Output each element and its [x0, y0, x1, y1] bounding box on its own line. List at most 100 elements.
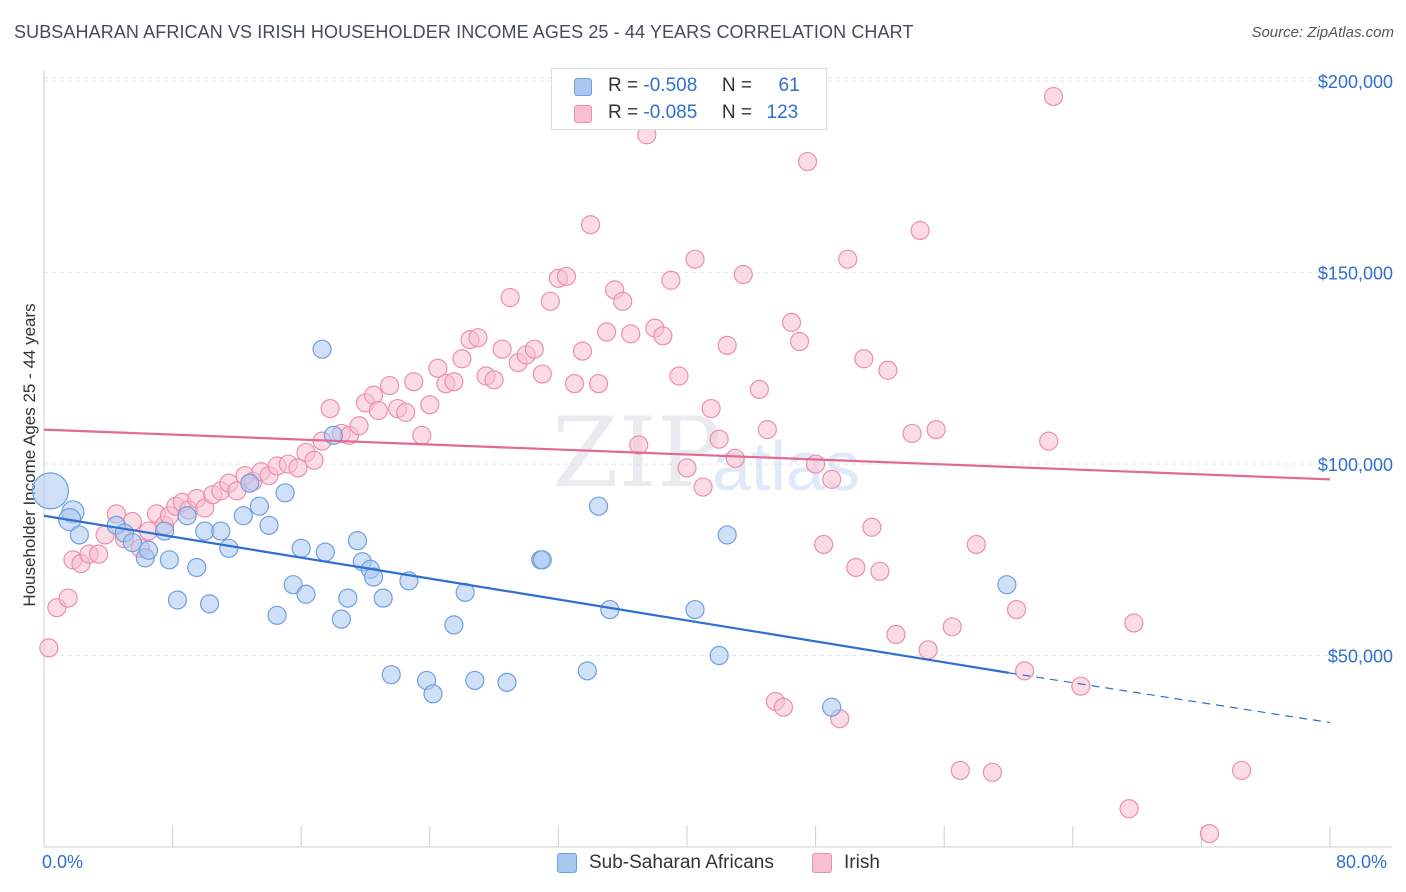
subsaharan-point — [497, 672, 517, 692]
subsaharan-point — [291, 538, 311, 558]
irish-point — [1124, 613, 1144, 633]
y-tick-label: $200,000 — [1318, 72, 1393, 92]
irish-point — [1119, 799, 1139, 819]
bottom-legend-label-irish: Irish — [844, 852, 880, 873]
irish-point — [404, 372, 424, 392]
irish-point — [685, 249, 705, 269]
irish-point — [677, 458, 697, 478]
subsaharan-point — [259, 515, 279, 535]
trend-lines — [43, 428, 1331, 724]
subsaharan-point — [249, 496, 270, 516]
x-tick-label-min: 0.0% — [42, 852, 84, 872]
irish-point — [838, 249, 858, 269]
subsaharan-point — [331, 609, 351, 629]
subsaharan-point — [187, 557, 207, 578]
subsaharan-trend-extension — [1008, 672, 1331, 724]
subsaharan-point — [822, 697, 842, 717]
irish-point — [412, 425, 432, 445]
irish-point — [854, 349, 874, 369]
x-tick-label-max: 80.0% — [1336, 852, 1388, 872]
legend-r-label: R = — [608, 102, 639, 123]
chart-title: SUBSAHARAN AFRICAN VS IRISH HOUSEHOLDER … — [14, 22, 914, 42]
subsaharan-point — [195, 521, 215, 541]
irish-point — [556, 266, 577, 287]
source-credit: Source: ZipAtlas.com — [1251, 24, 1394, 41]
irish-point — [540, 291, 560, 311]
series-subsaharan-points — [31, 339, 1017, 717]
irish-point — [653, 326, 673, 346]
series-irish-points — [39, 86, 1252, 844]
subsaharan-point — [685, 599, 705, 620]
irish-point — [862, 517, 882, 537]
irish-point — [822, 469, 842, 489]
subsaharan-point — [532, 550, 552, 570]
irish-point — [468, 328, 488, 348]
irish-point — [805, 454, 826, 474]
irish-point — [420, 395, 440, 415]
irish-point — [982, 762, 1003, 782]
irish-point — [58, 588, 78, 608]
irish-point — [773, 697, 794, 717]
legend-r-value-irish: -0.085 — [643, 102, 698, 123]
subsaharan-point — [338, 588, 358, 608]
irish-point — [1231, 760, 1252, 781]
irish-point — [878, 360, 898, 380]
irish-point — [950, 760, 970, 781]
subsaharan-point — [122, 532, 143, 553]
bottom-legend-swatch-irish — [812, 853, 832, 873]
subsaharan-point — [347, 531, 368, 551]
irish-point — [304, 450, 324, 470]
subsaharan-point — [167, 590, 188, 610]
irish-point — [966, 534, 986, 555]
irish-point — [580, 215, 601, 235]
irish-point — [870, 561, 890, 581]
irish-point — [669, 366, 689, 386]
correlation-legend: R = -0.508 N = 61 R = -0.085 N = 123 — [551, 68, 827, 130]
y-tick-label: $150,000 — [1318, 264, 1393, 284]
irish-point — [396, 402, 416, 422]
subsaharan-point — [444, 615, 464, 635]
irish-point — [918, 640, 938, 660]
irish-point — [797, 151, 818, 172]
irish-point — [886, 624, 906, 645]
irish-point — [701, 398, 721, 419]
irish-point — [1014, 661, 1035, 681]
irish-trend-line — [43, 428, 1331, 481]
subsaharan-point — [312, 339, 332, 359]
irish-point — [349, 416, 369, 436]
irish-point — [500, 287, 520, 308]
subsaharan-point — [233, 506, 253, 526]
gridlines — [44, 77, 1392, 657]
irish-point — [572, 341, 593, 361]
subsaharan-point — [588, 496, 609, 516]
irish-point — [781, 312, 802, 332]
irish-point — [910, 220, 930, 241]
irish-point — [452, 349, 472, 369]
legend-swatch-irish — [574, 105, 592, 123]
irish-point — [428, 358, 448, 378]
subsaharan-point — [381, 665, 401, 685]
subsaharan-point — [373, 588, 393, 608]
irish-point — [320, 398, 340, 419]
irish-point — [564, 374, 585, 394]
irish-point — [1006, 599, 1027, 620]
irish-point — [749, 379, 769, 400]
subsaharan-point — [363, 567, 384, 587]
legend-r-label: R = — [608, 75, 639, 96]
irish-point — [1071, 676, 1091, 696]
irish-point — [926, 420, 946, 440]
irish-point — [39, 638, 59, 658]
irish-point — [368, 400, 388, 421]
irish-point — [661, 270, 681, 290]
irish-point — [1043, 86, 1064, 107]
subsaharan-point — [315, 542, 335, 562]
irish-point — [613, 291, 633, 311]
irish-point — [693, 477, 713, 497]
subsaharan-point — [159, 550, 179, 570]
y-tick-label: $50,000 — [1328, 647, 1393, 667]
subsaharan-point — [240, 473, 260, 493]
subsaharan-point — [177, 506, 197, 526]
subsaharan-point — [138, 540, 159, 560]
irish-point — [717, 335, 737, 355]
